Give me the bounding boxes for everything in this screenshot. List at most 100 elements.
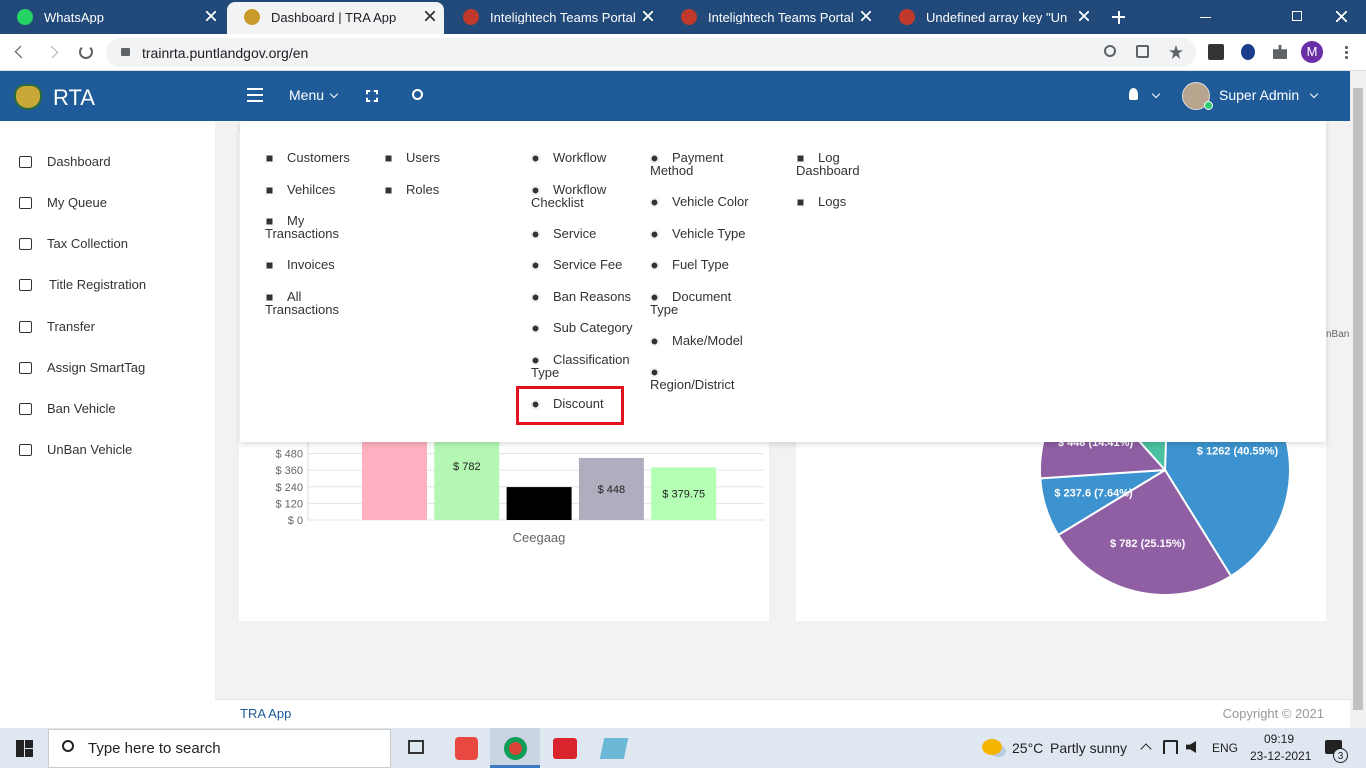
footer-app[interactable]: TRA App xyxy=(240,706,292,721)
menu-item[interactable]: Roles xyxy=(384,183,464,196)
share-icon xyxy=(1136,45,1149,58)
menu-label[interactable]: Fuel Type xyxy=(672,257,729,272)
menu-item[interactable]: Vehicle Color xyxy=(650,195,754,208)
start-button[interactable] xyxy=(16,740,33,757)
menu-item[interactable]: Classification Type xyxy=(531,353,639,379)
tab-close[interactable] xyxy=(1079,11,1089,21)
app-icon-wps[interactable] xyxy=(553,738,577,759)
tab[interactable] xyxy=(227,2,444,34)
menu-item[interactable]: Vehilces xyxy=(265,183,360,196)
menu-item[interactable]: Ban Reasons xyxy=(531,290,639,303)
sidebar-item[interactable]: Tax Collection xyxy=(47,236,128,251)
menu-icon xyxy=(531,261,540,270)
tab-close[interactable] xyxy=(643,11,653,21)
menu-item[interactable]: Region/District xyxy=(650,365,754,391)
sidebar-item[interactable]: Assign SmartTag xyxy=(47,360,146,375)
menu-label[interactable]: Payment Method xyxy=(650,150,724,178)
volume-icon[interactable] xyxy=(1186,741,1196,753)
menu-item[interactable]: Sub Category xyxy=(531,321,639,334)
omnibox[interactable] xyxy=(106,38,1196,67)
reload-button[interactable] xyxy=(79,45,93,59)
menu-item[interactable]: Invoices xyxy=(265,258,360,271)
tab-title[interactable]: Dashboard | TRA App xyxy=(271,11,397,24)
address[interactable]: trainrta.puntlandgov.org/en xyxy=(142,45,309,61)
menu-label[interactable]: Service xyxy=(553,226,597,241)
sidebar-item[interactable]: Dashboard xyxy=(47,154,111,169)
menu-item[interactable]: Customers xyxy=(265,151,360,164)
menu-icon xyxy=(265,261,274,270)
menu-label[interactable]: Users xyxy=(406,150,440,165)
tab-favicon xyxy=(463,9,479,25)
menu-item[interactable]: Logs xyxy=(796,195,871,208)
menu-label[interactable]: Ban Reasons xyxy=(553,289,632,304)
menu-label[interactable]: Sub Category xyxy=(553,320,633,335)
tab-title[interactable]: Intelightech Teams Portal xyxy=(490,11,636,24)
menu-item[interactable]: Document Type xyxy=(650,290,754,316)
profile-avatar[interactable]: M xyxy=(1301,41,1323,63)
menu-label[interactable]: Classification Type xyxy=(531,352,630,380)
menu-label[interactable]: Document Type xyxy=(650,289,732,317)
menu-label[interactable]: Region/District xyxy=(650,377,735,392)
menu-label[interactable]: Log Dashboard xyxy=(796,150,860,178)
menu-item[interactable]: Users xyxy=(384,151,464,164)
menu-label[interactable]: Discount xyxy=(553,396,604,411)
clock-time[interactable]: 09:19 xyxy=(1264,732,1295,746)
menu-button[interactable]: Menu xyxy=(289,87,325,103)
tab-title[interactable]: Undefined array key "Un xyxy=(926,11,1068,24)
notification-count[interactable]: 3 xyxy=(1333,748,1348,763)
menu-label[interactable]: Invoices xyxy=(287,257,335,272)
menu-item[interactable]: Workflow Checklist xyxy=(531,183,639,209)
search-placeholder[interactable]: Type here to search xyxy=(88,740,221,757)
sidebar-item[interactable]: Title Registration xyxy=(49,277,147,292)
scrollbar-thumb[interactable] xyxy=(1353,88,1363,710)
menu-label[interactable]: Make/Model xyxy=(672,333,743,348)
sidebar-item[interactable]: Transfer xyxy=(47,319,95,334)
task-view[interactable] xyxy=(408,740,424,754)
menu-item[interactable]: Workflow xyxy=(531,151,639,164)
menu-label[interactable]: Logs xyxy=(818,194,847,209)
menu-label[interactable]: Vehicle Color xyxy=(672,194,749,209)
menu-item[interactable]: Vehicle Type xyxy=(650,227,754,240)
app-icon-notes[interactable] xyxy=(599,738,629,759)
sidebar-item[interactable]: UnBan Vehicle xyxy=(47,442,133,457)
menu-item[interactable]: Fuel Type xyxy=(650,258,754,271)
network-icon[interactable] xyxy=(1163,740,1178,754)
menu-label[interactable]: Roles xyxy=(406,182,440,197)
tab-title[interactable]: Intelightech Teams Portal xyxy=(708,11,854,24)
app-icon-red[interactable] xyxy=(455,737,478,760)
tab-close[interactable] xyxy=(425,11,435,21)
menu-item[interactable]: My Transactions xyxy=(265,214,360,240)
tab-close[interactable] xyxy=(861,11,871,21)
search-box[interactable] xyxy=(48,729,391,768)
menu-label[interactable]: Vehilces xyxy=(287,182,336,197)
menu-label[interactable]: Service Fee xyxy=(553,257,623,272)
menu-item[interactable]: Discount xyxy=(531,397,639,410)
sidebar-item[interactable]: Ban Vehicle xyxy=(47,401,116,416)
hamburger[interactable] xyxy=(247,88,263,102)
menu-item[interactable]: Service xyxy=(531,227,639,240)
menu-label[interactable]: Workflow xyxy=(553,150,607,165)
tab-close[interactable] xyxy=(206,11,216,21)
menu-item[interactable]: Payment Method xyxy=(650,151,754,177)
minimize[interactable] xyxy=(1200,17,1211,18)
browser-menu[interactable] xyxy=(1345,45,1348,59)
close-window[interactable] xyxy=(1336,11,1347,22)
menu-label[interactable]: My Transactions xyxy=(265,213,339,241)
tab-title[interactable]: WhatsApp xyxy=(44,11,104,24)
menu-label[interactable]: Workflow Checklist xyxy=(531,182,607,210)
menu-item[interactable]: Make/Model xyxy=(650,334,754,347)
sidebar-icon xyxy=(19,444,32,456)
menu-label[interactable]: Vehicle Type xyxy=(672,226,746,241)
menu-item[interactable]: Log Dashboard xyxy=(796,151,871,177)
maximize[interactable] xyxy=(1292,11,1302,21)
menu-item[interactable]: Service Fee xyxy=(531,258,639,271)
user-name[interactable]: Super Admin xyxy=(1219,87,1300,103)
menu-item[interactable]: All Transactions xyxy=(265,290,360,316)
menu-label[interactable]: All Transactions xyxy=(265,289,339,317)
user-menu-icon[interactable] xyxy=(1129,88,1138,100)
sidebar-item[interactable]: My Queue xyxy=(47,195,107,210)
language[interactable]: ENG xyxy=(1212,741,1239,755)
clock-date[interactable]: 23-12-2021 xyxy=(1250,749,1312,763)
menu-label[interactable]: Customers xyxy=(287,150,350,165)
search-button[interactable] xyxy=(412,89,423,100)
